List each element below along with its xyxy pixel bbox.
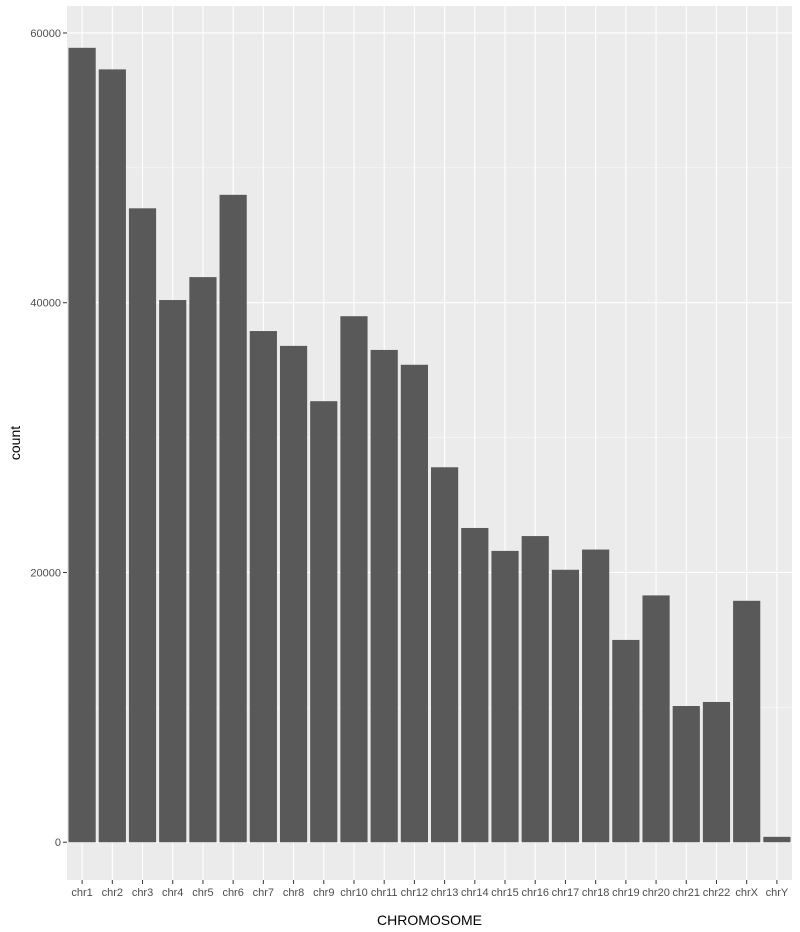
x-tick-label: chr6 <box>222 887 243 899</box>
x-tick-label: chr11 <box>371 887 398 899</box>
x-tick-label: chr12 <box>401 887 429 899</box>
bar-chr9 <box>310 401 338 843</box>
bar-chr2 <box>98 69 126 843</box>
bar-chr22 <box>702 701 731 843</box>
bar-chr19 <box>612 639 640 843</box>
x-tick-label: chr4 <box>162 887 183 899</box>
x-tick-label: chr2 <box>102 887 123 899</box>
bar-chrX <box>733 600 761 843</box>
y-tick-label: 40000 <box>30 298 61 310</box>
bar-chrY <box>763 836 791 843</box>
x-tick-label: chr18 <box>582 887 610 899</box>
bar-chr18 <box>582 549 610 843</box>
y-tick-label: 60000 <box>30 28 61 40</box>
x-tick-label: chr3 <box>132 887 153 899</box>
y-axis: 0 20000 40000 60000 <box>30 28 67 849</box>
bars <box>68 47 791 843</box>
x-axis: chr1 chr2 chr3 chr4 chr5 chr6 chr7 chr8 chr9 chr1… <box>71 880 789 899</box>
x-tick-label: chr15 <box>491 887 519 899</box>
x-tick-label: chr19 <box>612 887 640 899</box>
y-tick-label: 20000 <box>30 567 61 579</box>
bar-chr12 <box>400 364 428 843</box>
x-tick-label: chr20 <box>642 887 670 899</box>
bar-chr7 <box>249 331 277 843</box>
x-tick-label: chr14 <box>461 887 489 899</box>
bar-chr17 <box>551 569 580 843</box>
x-tick-label: chr9 <box>313 887 334 899</box>
plot-panel <box>67 6 792 880</box>
bar-chr21 <box>672 706 700 843</box>
x-tick-label: chr17 <box>552 887 580 899</box>
bar-chr16 <box>521 536 549 843</box>
grid-minor <box>67 167 792 708</box>
bar-chr15 <box>491 550 519 843</box>
bar-chr5 <box>189 277 217 843</box>
bar-chr6 <box>219 194 247 843</box>
bar-chr10 <box>340 316 368 843</box>
bar-chr13 <box>431 467 459 843</box>
x-tick-label: chr7 <box>253 887 274 899</box>
x-tick-label: chr10 <box>340 887 368 899</box>
y-tick-label: 0 <box>55 837 61 849</box>
x-tick-label: chr16 <box>521 887 549 899</box>
x-tick-label: chr13 <box>431 887 459 899</box>
bar-chr8 <box>279 345 308 843</box>
y-axis-title: count <box>7 426 23 460</box>
bar-chr14 <box>461 527 489 843</box>
x-tick-label: chr5 <box>192 887 213 899</box>
x-tick-label: chr21 <box>673 887 701 899</box>
bar-chr1 <box>68 47 96 843</box>
x-tick-label: chr1 <box>71 887 92 899</box>
bar-chr3 <box>128 208 157 843</box>
bar-chr11 <box>370 349 398 843</box>
x-tick-label: chr22 <box>703 887 731 899</box>
x-tick-label: chrX <box>735 887 758 899</box>
bar-chr20 <box>642 595 670 843</box>
x-axis-title: CHROMOSOME <box>377 912 482 928</box>
x-tick-label: chr8 <box>283 887 304 899</box>
bar-chr4 <box>159 300 187 843</box>
x-tick-label: chrY <box>766 887 789 899</box>
